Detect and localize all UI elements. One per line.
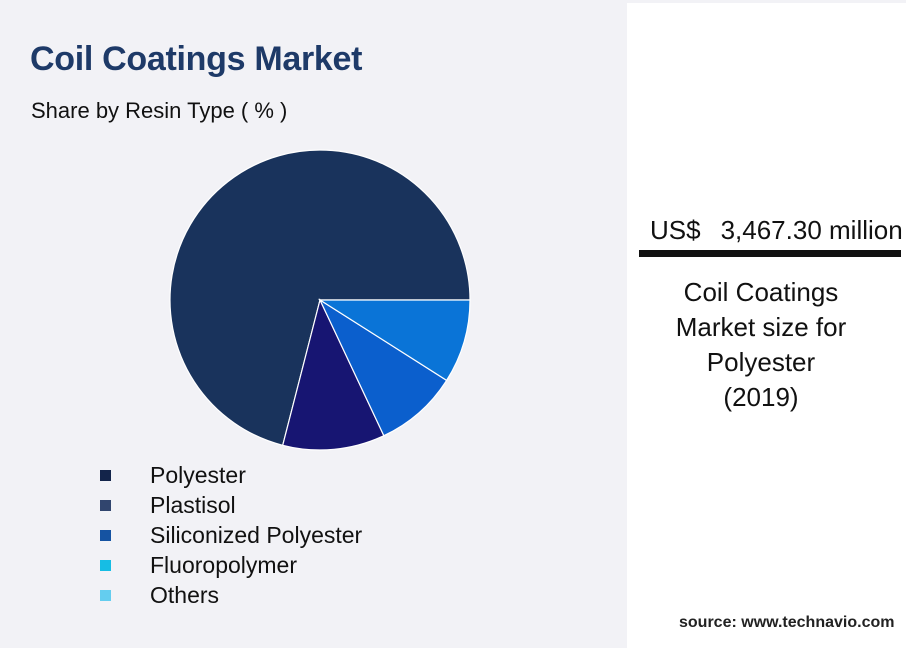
legend-label: Siliconized Polyester: [150, 521, 363, 548]
legend-swatch: [100, 559, 111, 571]
highlight-panel: US$ 3,467.30 million Coil Coatings Market…: [627, 3, 906, 648]
value-label: 3,467.30 million: [720, 215, 903, 245]
legend-item-siliconized-polyester: Siliconized Polyester: [100, 520, 362, 550]
chart-subtitle: Share by Resin Type ( % ): [31, 98, 288, 123]
pie-slice-3: [317, 299, 471, 382]
legend-item-plastisol: Plastisol: [100, 490, 362, 520]
caption-line: Polyester: [706, 347, 816, 377]
legend-swatch: [100, 499, 111, 511]
legend-item-polyester: Polyester: [100, 460, 362, 490]
legend-label: Fluoropolymer: [150, 551, 297, 578]
divider: [639, 250, 901, 257]
pie-slice-0: [169, 149, 471, 447]
pie-slice-2: [318, 298, 448, 437]
currency-label: US$: [650, 215, 701, 245]
chart-legend: Polyester Plastisol Siliconized Polyeste…: [100, 460, 362, 610]
legend-swatch: [100, 529, 111, 541]
source-credit: source: www.technavio.com: [679, 614, 895, 631]
caption-line: (2019): [723, 382, 799, 412]
legend-label: Plastisol: [150, 491, 236, 518]
legend-label: Polyester: [150, 461, 246, 488]
legend-item-fluoropolymer: Fluoropolymer: [100, 550, 362, 580]
pie-chart: [169, 149, 471, 451]
legend-swatch: [100, 469, 111, 481]
caption-line: Coil Coatings: [683, 277, 839, 307]
chart-panel: Coil Coatings Market Share by Resin Type…: [30, 40, 471, 610]
chart-title: Coil Coatings Market: [30, 40, 363, 78]
legend-swatch: [100, 589, 111, 601]
market-size-value: US$ 3,467.30 million: [650, 215, 903, 246]
pie-slice-1: [281, 298, 385, 451]
caption-line: Market size for: [675, 312, 847, 342]
legend-label: Others: [150, 581, 220, 608]
legend-item-others: Others: [100, 580, 362, 610]
market-size-caption: Coil Coatings Market size for Polyester …: [639, 275, 883, 415]
